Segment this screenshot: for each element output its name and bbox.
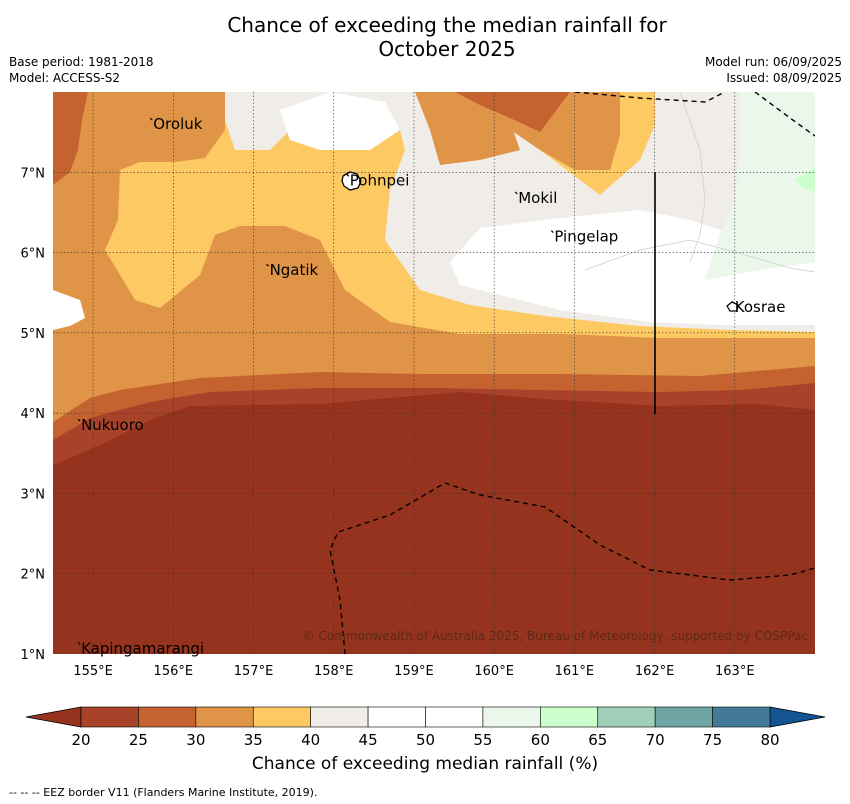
lat-tick-label: 1°N — [21, 648, 46, 663]
band-below-20 — [53, 392, 815, 654]
lon-tick-label: 158°E — [314, 664, 354, 679]
model-text: Model: ACCESS-S2 — [9, 71, 121, 85]
band-west-patch — [53, 290, 85, 330]
footnote: -- -- -- EEZ border V11 (Flanders Marine… — [9, 786, 318, 799]
place-label: Kapingamarangi — [81, 639, 204, 657]
eez-border-north — [574, 92, 815, 137]
chart-title-line-1: Chance of exceeding the median rainfall … — [227, 13, 667, 37]
colorbar-segment — [195, 706, 254, 728]
place-label: Nukuoro — [81, 416, 144, 434]
lat-tick-label: 2°N — [21, 568, 46, 583]
colorbar-tick-label: 55 — [473, 731, 492, 749]
band-60-65 — [795, 168, 815, 192]
place-marker — [550, 230, 554, 233]
place-marker — [77, 641, 81, 645]
eez-borders — [329, 92, 815, 654]
place-label: Pohnpei — [350, 171, 410, 189]
band-45-55 — [280, 92, 815, 325]
place-marker — [149, 117, 153, 121]
chart-title: Chance of exceeding the median rainfall … — [0, 13, 850, 61]
pohnpei-island-icon — [341, 171, 362, 191]
colorbar-tick-label: 20 — [71, 731, 90, 749]
colorbar-segment — [597, 706, 656, 728]
copyright-text: © Commonwealth of Australia 2025, Bureau… — [303, 629, 808, 643]
latitude-tick-labels: 7°N 6°N 5°N 4°N 3°N 2°N 1°N — [21, 166, 46, 663]
place-label: Ngatik — [270, 261, 319, 279]
map-area: Oroluk Pohnpei Mokil Pingelap Ngatik Kosrae Nu… — [21, 92, 815, 679]
colorbar-segment — [712, 706, 771, 728]
lon-tick-label: 156°E — [154, 664, 194, 679]
lat-tick-label: 5°N — [21, 327, 46, 342]
colorbar-tick-label: 45 — [359, 731, 378, 749]
place-marker — [731, 300, 735, 304]
colorbar-tick-label: 75 — [703, 731, 722, 749]
colorbar: 20 25 30 35 40 45 50 55 60 65 70 75 80 — [25, 706, 826, 749]
colorbar-tick-label: 70 — [646, 731, 665, 749]
colorbar-tick-label: 50 — [416, 731, 435, 749]
colorbar-segment — [252, 706, 311, 728]
colorbar-tick-label: 80 — [760, 731, 779, 749]
place-marker — [266, 263, 269, 267]
colorbar-segment — [367, 706, 426, 728]
lat-tick-label: 6°N — [21, 247, 46, 262]
colorbar-segment — [138, 706, 197, 728]
meta-right: Model run: 06/09/2025 Issued: 08/09/2025 — [705, 54, 842, 86]
base-period-text: Base period: 1981-2018 — [9, 55, 154, 69]
colorbar-tick-label: 65 — [588, 731, 607, 749]
place-marker — [514, 191, 518, 195]
place-labels: Oroluk Pohnpei Mokil Pingelap Ngatik Kosrae Nu… — [77, 115, 786, 657]
place-marker — [346, 173, 350, 177]
colorbar-tick-label: 60 — [531, 731, 550, 749]
band-30-35-north — [400, 92, 620, 170]
meta-left: Base period: 1981-2018 Model: ACCESS-S2 — [9, 54, 154, 86]
colorbar-tick-label: 40 — [301, 731, 320, 749]
colorbar-tick-label: 25 — [129, 731, 148, 749]
place-label: Pingelap — [554, 228, 618, 246]
colorbar-segment — [425, 706, 484, 728]
lat-tick-label: 4°N — [21, 407, 46, 422]
contour-line-50 — [584, 239, 815, 273]
lat-tick-label: 7°N — [21, 166, 46, 181]
colorbar-segment — [310, 706, 369, 728]
colorbar-segment — [654, 706, 713, 728]
place-marker — [77, 418, 81, 422]
model-run-text: Model run: 06/09/2025 — [704, 55, 842, 69]
lon-tick-label: 155°E — [73, 664, 113, 679]
lon-tick-label: 161°E — [555, 664, 595, 679]
lon-tick-label: 163°E — [715, 664, 755, 679]
longitude-tick-labels: 155°E 156°E 157°E 158°E 159°E 160°E 161°E 162°E… — [73, 664, 754, 679]
gridlines — [53, 92, 815, 654]
issued-text: Issued: 08/09/2025 — [726, 71, 842, 85]
colorbar-label: Chance of exceeding median rainfall (%) — [251, 754, 599, 774]
colorbar-tick-label: 30 — [186, 731, 205, 749]
lon-tick-label: 162°E — [635, 664, 675, 679]
contour-line-55 — [679, 92, 706, 263]
colorbar-tick-label: 35 — [244, 731, 263, 749]
colorbar-segment — [482, 706, 541, 728]
colorbar-segment — [80, 706, 139, 728]
band-55-60 — [705, 92, 815, 280]
place-label: Mokil — [518, 189, 557, 207]
place-label: Kosrae — [735, 298, 786, 316]
colorbar-over-arrow — [769, 706, 826, 728]
colorbar-segment — [540, 706, 599, 728]
lon-tick-label: 157°E — [234, 664, 274, 679]
lon-tick-label: 160°E — [474, 664, 514, 679]
island-shapes — [341, 171, 739, 312]
eez-border-south — [329, 482, 815, 654]
probability-shading — [53, 92, 815, 654]
colorbar-under-arrow — [25, 706, 82, 728]
place-label: Oroluk — [153, 115, 202, 133]
lat-tick-label: 3°N — [21, 487, 46, 502]
kosrae-island-icon — [726, 301, 739, 312]
chart-title-line-2: October 2025 — [378, 37, 516, 61]
lon-tick-label: 159°E — [394, 664, 434, 679]
